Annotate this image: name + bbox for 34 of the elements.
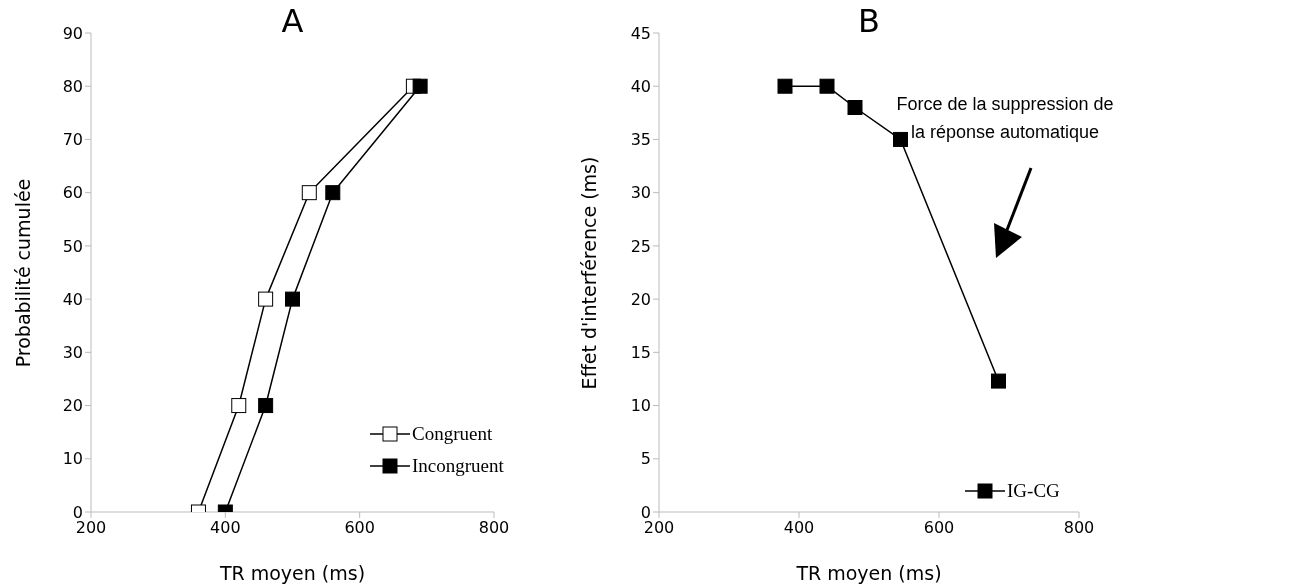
x-tick-label: 800 — [1063, 518, 1095, 538]
chart-title: B — [857, 2, 881, 40]
y-tick-label: 80 — [62, 76, 83, 96]
legend-label: Congruent — [412, 423, 493, 445]
y-tick-label: 5 — [640, 449, 651, 469]
chart-title: A — [280, 2, 305, 40]
y-tick-label: 40 — [62, 289, 83, 309]
y-tick-label: 30 — [62, 343, 83, 363]
y-tick-label: 20 — [62, 396, 83, 416]
y-tick-label: 90 — [62, 23, 83, 43]
x-tick-label: 400 — [783, 518, 815, 538]
y-tick-label: 10 — [62, 449, 83, 469]
y-axis-title: Effet d'interférence (ms) — [578, 155, 601, 391]
y-axis-title: Probabilité cumulée — [12, 177, 35, 369]
y-tick-label: 15 — [630, 343, 651, 363]
x-tick-label: 600 — [344, 518, 375, 538]
y-tick-label: 45 — [630, 23, 651, 43]
y-tick-label: 25 — [630, 236, 651, 256]
y-tick-label: 10 — [630, 396, 651, 416]
y-tick-label: 60 — [62, 183, 83, 203]
x-axis-title: TR moyen (ms) — [218, 562, 367, 584]
y-tick-label: 30 — [630, 183, 651, 203]
x-tick-label: 400 — [210, 518, 241, 538]
x-axis-title: TR moyen (ms) — [795, 562, 943, 584]
y-tick-label: 50 — [62, 236, 83, 256]
y-tick-label: 35 — [630, 130, 651, 150]
y-tick-label: 20 — [630, 289, 651, 309]
annotation: Force de la suppression de la réponse automatique — [895, 93, 1115, 144]
x-tick-label: 800 — [478, 518, 510, 538]
y-tick-label: 40 — [630, 76, 651, 96]
legend-label: Incongruent — [412, 455, 504, 477]
y-tick-label: 70 — [62, 130, 83, 150]
x-tick-label: 600 — [923, 518, 955, 538]
legend-label: IG-CG — [1007, 480, 1060, 502]
